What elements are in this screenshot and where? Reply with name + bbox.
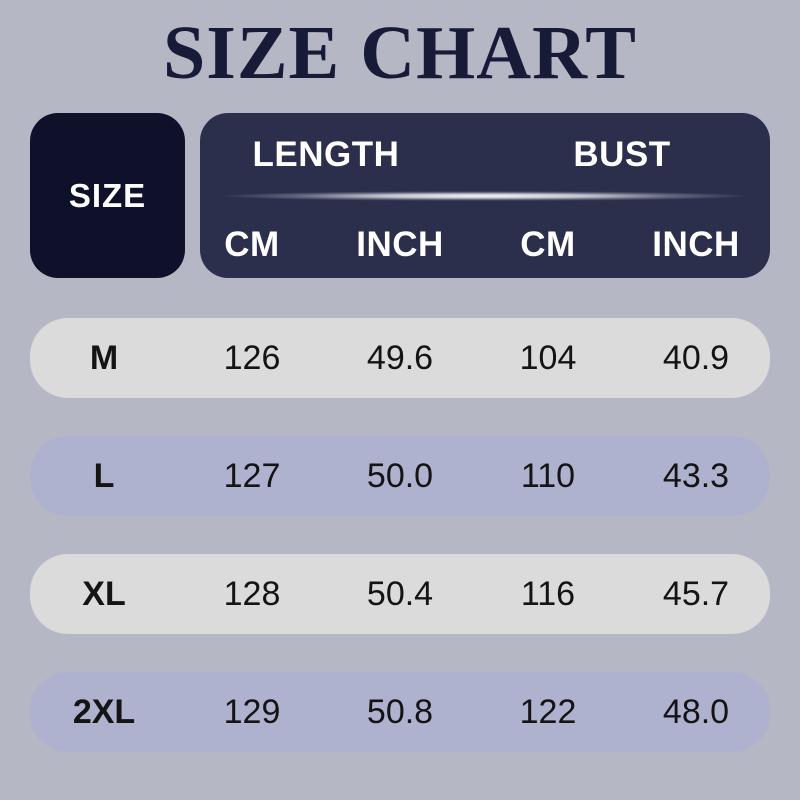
header-spacer xyxy=(30,113,178,197)
row-size-label: L xyxy=(93,456,115,495)
page-title: SIZE CHART xyxy=(162,11,637,95)
row-length-inch: 50.0 xyxy=(366,456,434,495)
table-body: M 126 49.6 104 40.9 L 127 50.0 110 43.3 … xyxy=(30,318,770,752)
header-unit-bust-inch: INCH xyxy=(652,225,740,264)
table-header: SIZE LENGTH BUST CM INCH CM INCH xyxy=(30,113,770,278)
row-bust-inch: 40.9 xyxy=(662,338,730,377)
row-size-label: 2XL xyxy=(72,692,136,731)
table-row-xl: XL 128 50.4 116 45.7 xyxy=(30,554,770,634)
header-group-row: LENGTH BUST xyxy=(30,113,770,197)
table-row-2xl: 2XL 129 50.8 122 48.0 xyxy=(30,672,770,752)
measure-header-box xyxy=(200,113,770,278)
size-chart-page: SIZE CHART SIZE LENGTH BUST CM INCH CM I… xyxy=(0,8,800,800)
header-group-length: LENGTH xyxy=(252,135,400,174)
header-divider xyxy=(220,191,750,201)
row-length-cm: 128 xyxy=(223,574,281,613)
row-size-label: XL xyxy=(82,574,126,613)
row-length-inch: 50.4 xyxy=(366,574,434,613)
header-unit-bust-cm: CM xyxy=(520,225,576,264)
row-bust-inch: 43.3 xyxy=(662,456,730,495)
row-size-label: M xyxy=(89,338,119,377)
row-bust-cm: 116 xyxy=(520,574,576,613)
size-header-label: SIZE xyxy=(68,176,147,214)
header-group-bust: BUST xyxy=(573,135,671,174)
header-unit-length-inch: INCH xyxy=(356,225,444,264)
table-row-m: M 126 49.6 104 40.9 xyxy=(30,318,770,398)
row-length-cm: 129 xyxy=(223,692,281,731)
size-header-box: SIZE xyxy=(30,113,185,278)
row-length-inch: 49.6 xyxy=(366,338,434,377)
row-length-cm: 127 xyxy=(223,456,281,495)
header-unit-length-cm: CM xyxy=(224,225,280,264)
row-bust-cm: 110 xyxy=(520,456,576,495)
row-length-inch: 50.8 xyxy=(366,692,434,731)
row-bust-inch: 48.0 xyxy=(662,692,730,731)
row-bust-inch: 45.7 xyxy=(662,574,730,613)
row-bust-cm: 104 xyxy=(519,338,577,377)
row-length-cm: 126 xyxy=(223,338,281,377)
row-bust-cm: 122 xyxy=(519,692,577,731)
size-table: SIZE LENGTH BUST CM INCH CM INCH M 126 xyxy=(30,113,770,752)
table-row-l: L 127 50.0 110 43.3 xyxy=(30,436,770,516)
header-spacer xyxy=(30,212,178,278)
header-unit-row: CM INCH CM INCH xyxy=(30,212,770,278)
